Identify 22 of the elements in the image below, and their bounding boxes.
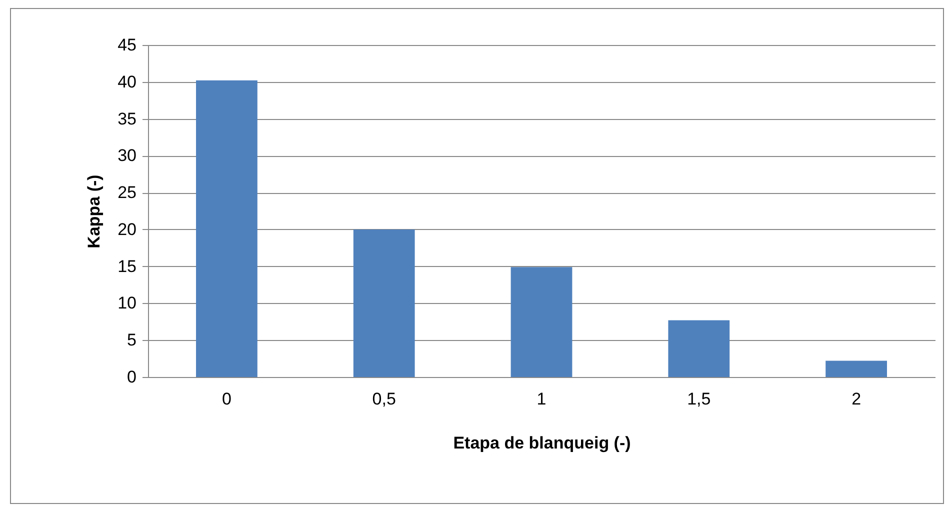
y-tick-label: 30 (118, 146, 136, 166)
y-tick-label: 40 (118, 72, 136, 92)
y-tick-label: 0 (127, 368, 136, 386)
y-tick-label: 15 (118, 256, 136, 276)
bar (510, 267, 572, 377)
y-tick-label: 5 (127, 330, 136, 350)
x-tick-label: 0 (222, 390, 232, 408)
x-axis-title: Etapa de blanqueig (-) (453, 434, 631, 452)
bar (353, 229, 415, 377)
y-tick-label: 10 (118, 294, 136, 313)
y-tick-label: 20 (118, 220, 136, 239)
y-axis-title: Kappa (-) (84, 174, 104, 248)
bar (826, 360, 887, 377)
y-tick-label: 35 (118, 109, 136, 128)
y-tick-label: 45 (118, 36, 136, 54)
x-tick-label: 1,5 (687, 390, 711, 408)
bar (668, 320, 730, 377)
y-tick-label: 25 (118, 183, 136, 202)
x-tick-label: 2 (852, 390, 862, 408)
bar (196, 80, 258, 377)
x-tick-label: 1 (536, 390, 546, 408)
x-tick-label: 0,5 (372, 390, 396, 408)
